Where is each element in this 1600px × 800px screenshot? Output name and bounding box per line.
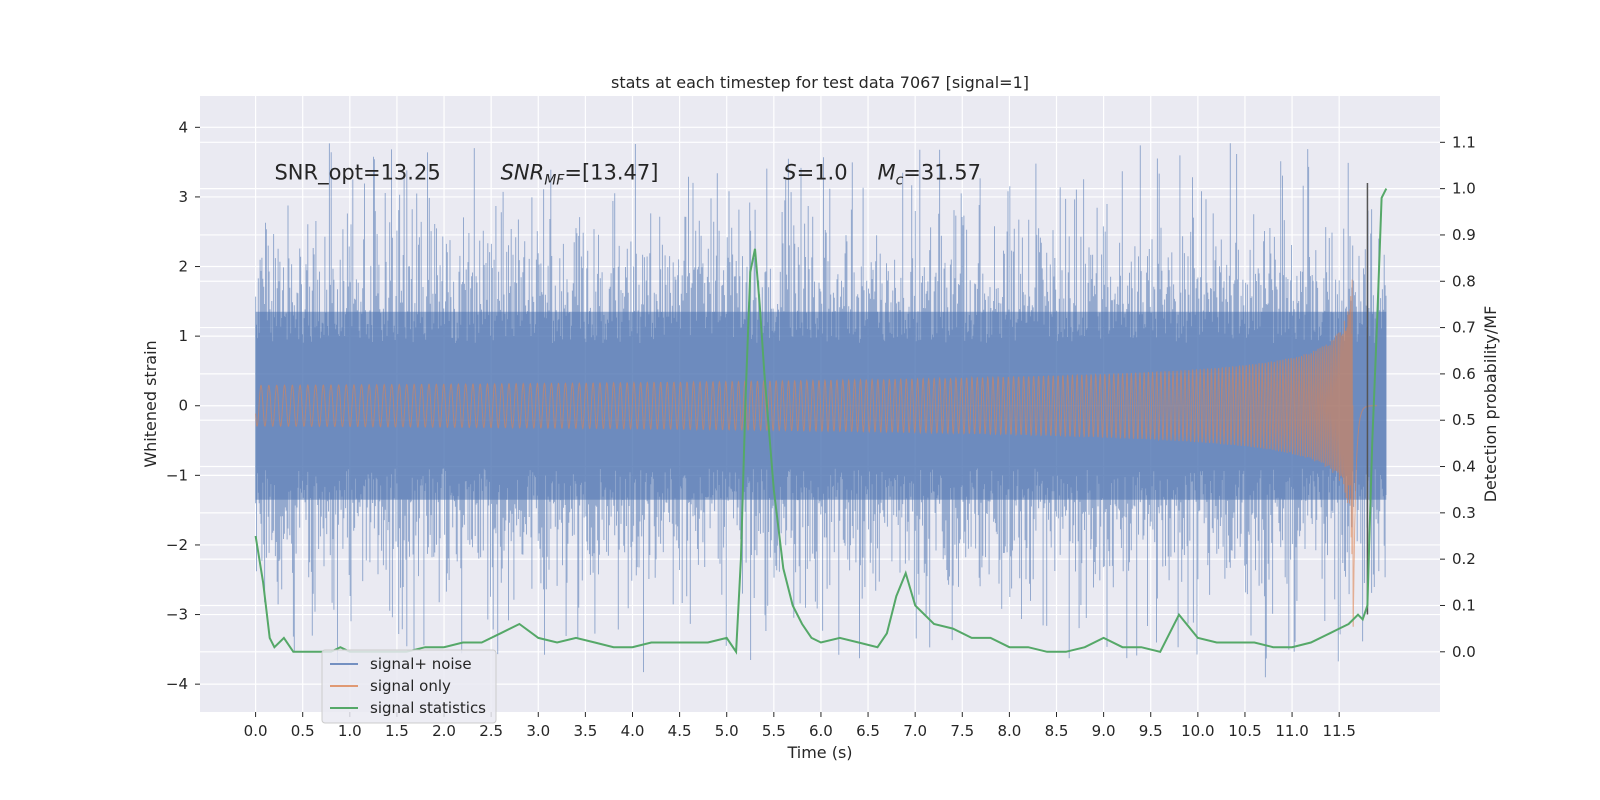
- x-tick-label: 10.0: [1181, 722, 1214, 740]
- y2-tick-label: 1.0: [1452, 180, 1476, 198]
- y2-tick-label: 0.3: [1452, 504, 1476, 522]
- x-tick-label: 1.5: [385, 722, 409, 740]
- x-tick-label: 8.0: [997, 722, 1021, 740]
- x-tick-label: 4.5: [668, 722, 692, 740]
- y2-tick-label: 0.2: [1452, 550, 1476, 568]
- x-tick-label: 2.5: [479, 722, 503, 740]
- annotation-snr-opt: SNR_opt=13.25: [274, 161, 440, 186]
- y-tick-label: 2: [178, 258, 188, 276]
- legend-label-signal-statistics: signal statistics: [370, 699, 486, 717]
- y2-tick-labels: 0.0 0.1 0.2 0.3 0.4 0.5 0.6 0.7 0.8 0.9 1.0 1.1: [1440, 133, 1476, 661]
- legend-label-signal-plus-noise: signal+ noise: [370, 655, 472, 673]
- series-signal-only: [255, 279, 1377, 627]
- signal-trace: [255, 279, 1377, 627]
- legend-label-signal-only: signal only: [370, 677, 451, 695]
- x-tick-label: 5.5: [762, 722, 786, 740]
- x-tick-label: 0.0: [244, 722, 268, 740]
- y-tick-label: −4: [166, 675, 188, 693]
- y-tick-labels: −4 −3 −2 −1 0 1 2 3 4: [166, 118, 200, 693]
- x-tick-label: 3.5: [573, 722, 597, 740]
- x-tick-labels: 0.0 0.5 1.0 1.5 2.0 2.5 3.0 3.5 4.0 4.5 5.0 5.5 6.0 6…: [244, 712, 1356, 740]
- y2-tick-label: 0.0: [1452, 643, 1476, 661]
- x-tick-label: 11.5: [1322, 722, 1355, 740]
- x-tick-label: 6.0: [809, 722, 833, 740]
- x-tick-label: 5.0: [715, 722, 739, 740]
- y2-tick-label: 0.5: [1452, 411, 1476, 429]
- chart-title: stats at each timestep for test data 706…: [611, 73, 1029, 92]
- x-tick-label: 6.5: [856, 722, 880, 740]
- x-tick-label: 10.5: [1228, 722, 1261, 740]
- x-tick-label: 8.5: [1045, 722, 1069, 740]
- y-tick-label: −2: [166, 536, 188, 554]
- legend-box: [321, 649, 497, 724]
- y-tick-label: −3: [166, 606, 188, 624]
- y2-tick-label: 0.7: [1452, 319, 1476, 337]
- y2-tick-label: 0.4: [1452, 458, 1476, 476]
- y2-tick-label: 0.9: [1452, 226, 1476, 244]
- annotation-s: S=1.0: [783, 161, 847, 185]
- y-tick-label: −1: [166, 466, 188, 484]
- y-tick-label: 3: [178, 188, 188, 206]
- annotation-chirp-mass: Mc=31.57: [877, 161, 981, 189]
- x-tick-label: 11.0: [1275, 722, 1308, 740]
- y-tick-label: 1: [178, 327, 188, 345]
- x-tick-label: 9.5: [1139, 722, 1163, 740]
- y2-tick-label: 0.8: [1452, 272, 1476, 290]
- y-tick-label: 4: [178, 118, 188, 136]
- x-tick-label: 9.0: [1092, 722, 1116, 740]
- x-axis-label: Time (s): [786, 743, 852, 762]
- y2-tick-label: 0.1: [1452, 596, 1476, 614]
- x-tick-label: 7.0: [903, 722, 927, 740]
- x-tick-label: 2.0: [432, 722, 456, 740]
- x-tick-label: 0.5: [291, 722, 315, 740]
- legend: signal+ noise signal only signal statist…: [321, 649, 497, 724]
- y2-tick-label: 0.6: [1452, 365, 1476, 383]
- x-tick-label: 1.0: [338, 722, 362, 740]
- x-tick-label: 3.0: [526, 722, 550, 740]
- y2-axis-label: Detection probability/MF: [1481, 306, 1500, 503]
- annotations: SNR_opt=13.25 SNRMF=[13.47] S=1.0 Mc=31.…: [274, 161, 981, 189]
- y-tick-label: 0: [178, 397, 188, 415]
- y-axis-label: Whitened strain: [141, 340, 160, 467]
- x-tick-label: 4.0: [621, 722, 645, 740]
- x-tick-label: 7.5: [950, 722, 974, 740]
- annotation-snr-mf: SNRMF=[13.47]: [501, 161, 659, 189]
- y2-tick-label: 1.1: [1452, 133, 1476, 151]
